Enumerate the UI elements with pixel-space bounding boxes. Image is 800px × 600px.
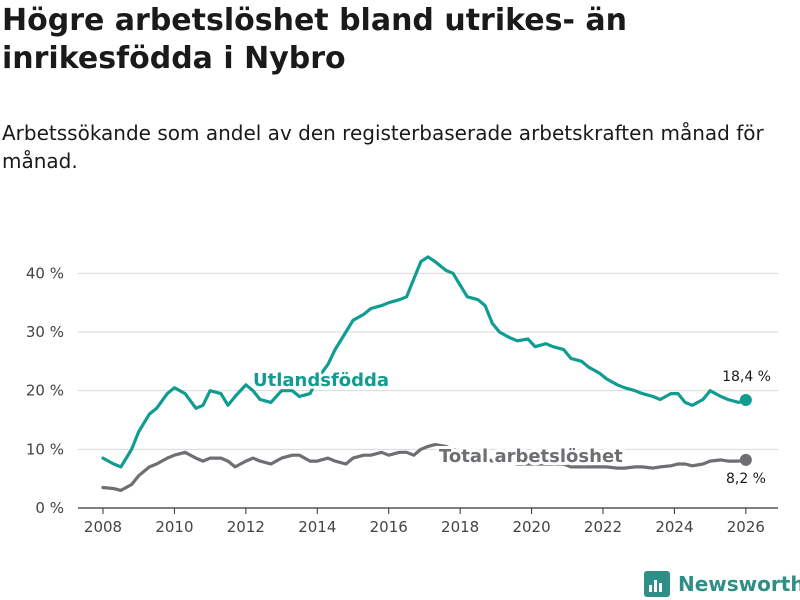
end-point-utlandsfodda xyxy=(739,394,752,407)
x-tick-label: 2022 xyxy=(584,518,622,536)
y-tick-label: 30 % xyxy=(26,323,64,341)
brand-logo: Newsworthy xyxy=(644,568,800,600)
chart-title: Högre arbetslöshet bland utrikes- än inr… xyxy=(2,3,627,76)
y-tick-label: 20 % xyxy=(26,382,64,400)
x-axis-ticks: 2008 2010 2012 2014 2016 2018 2020 2022 2024 2026 xyxy=(84,508,765,536)
x-tick-label: 2020 xyxy=(512,518,550,536)
newsworthy-logo-icon xyxy=(644,571,670,597)
x-tick-label: 2014 xyxy=(298,518,336,536)
y-tick-label: 40 % xyxy=(26,264,64,282)
y-tick-label: 10 % xyxy=(26,440,64,458)
series-label-total: Total arbetslöshet xyxy=(439,446,623,467)
x-tick-label: 2026 xyxy=(727,518,765,536)
x-tick-label: 2016 xyxy=(370,518,408,536)
x-tick-label: 2018 xyxy=(441,518,479,536)
end-value-total: 8,2 % xyxy=(726,471,766,487)
y-axis-ticks: 0 % 10 % 20 % 30 % 40 % xyxy=(26,264,64,517)
series-label-utlandsfodda: Utlandsfödda xyxy=(253,370,389,391)
grid-lines xyxy=(78,272,778,509)
chart-subtitle: Arbetssökande som andel av den registerb… xyxy=(2,121,764,173)
y-tick-label: 0 % xyxy=(35,499,64,517)
x-tick-label: 2008 xyxy=(84,518,122,536)
series-labels: Utlandsfödda Total arbetslöshet 18,4 % 8,2 … xyxy=(251,368,772,488)
brand-name: Newsworthy xyxy=(678,572,800,596)
series-line-utlandsfodda xyxy=(101,255,748,469)
end-value-utlandsfodda: 18,4 % xyxy=(722,369,771,385)
x-tick-label: 2010 xyxy=(155,518,193,536)
x-tick-label: 2024 xyxy=(655,518,693,536)
series-line-total xyxy=(101,443,748,492)
x-tick-label: 2012 xyxy=(227,518,265,536)
end-point-total xyxy=(739,453,752,466)
series-lines xyxy=(101,255,752,492)
